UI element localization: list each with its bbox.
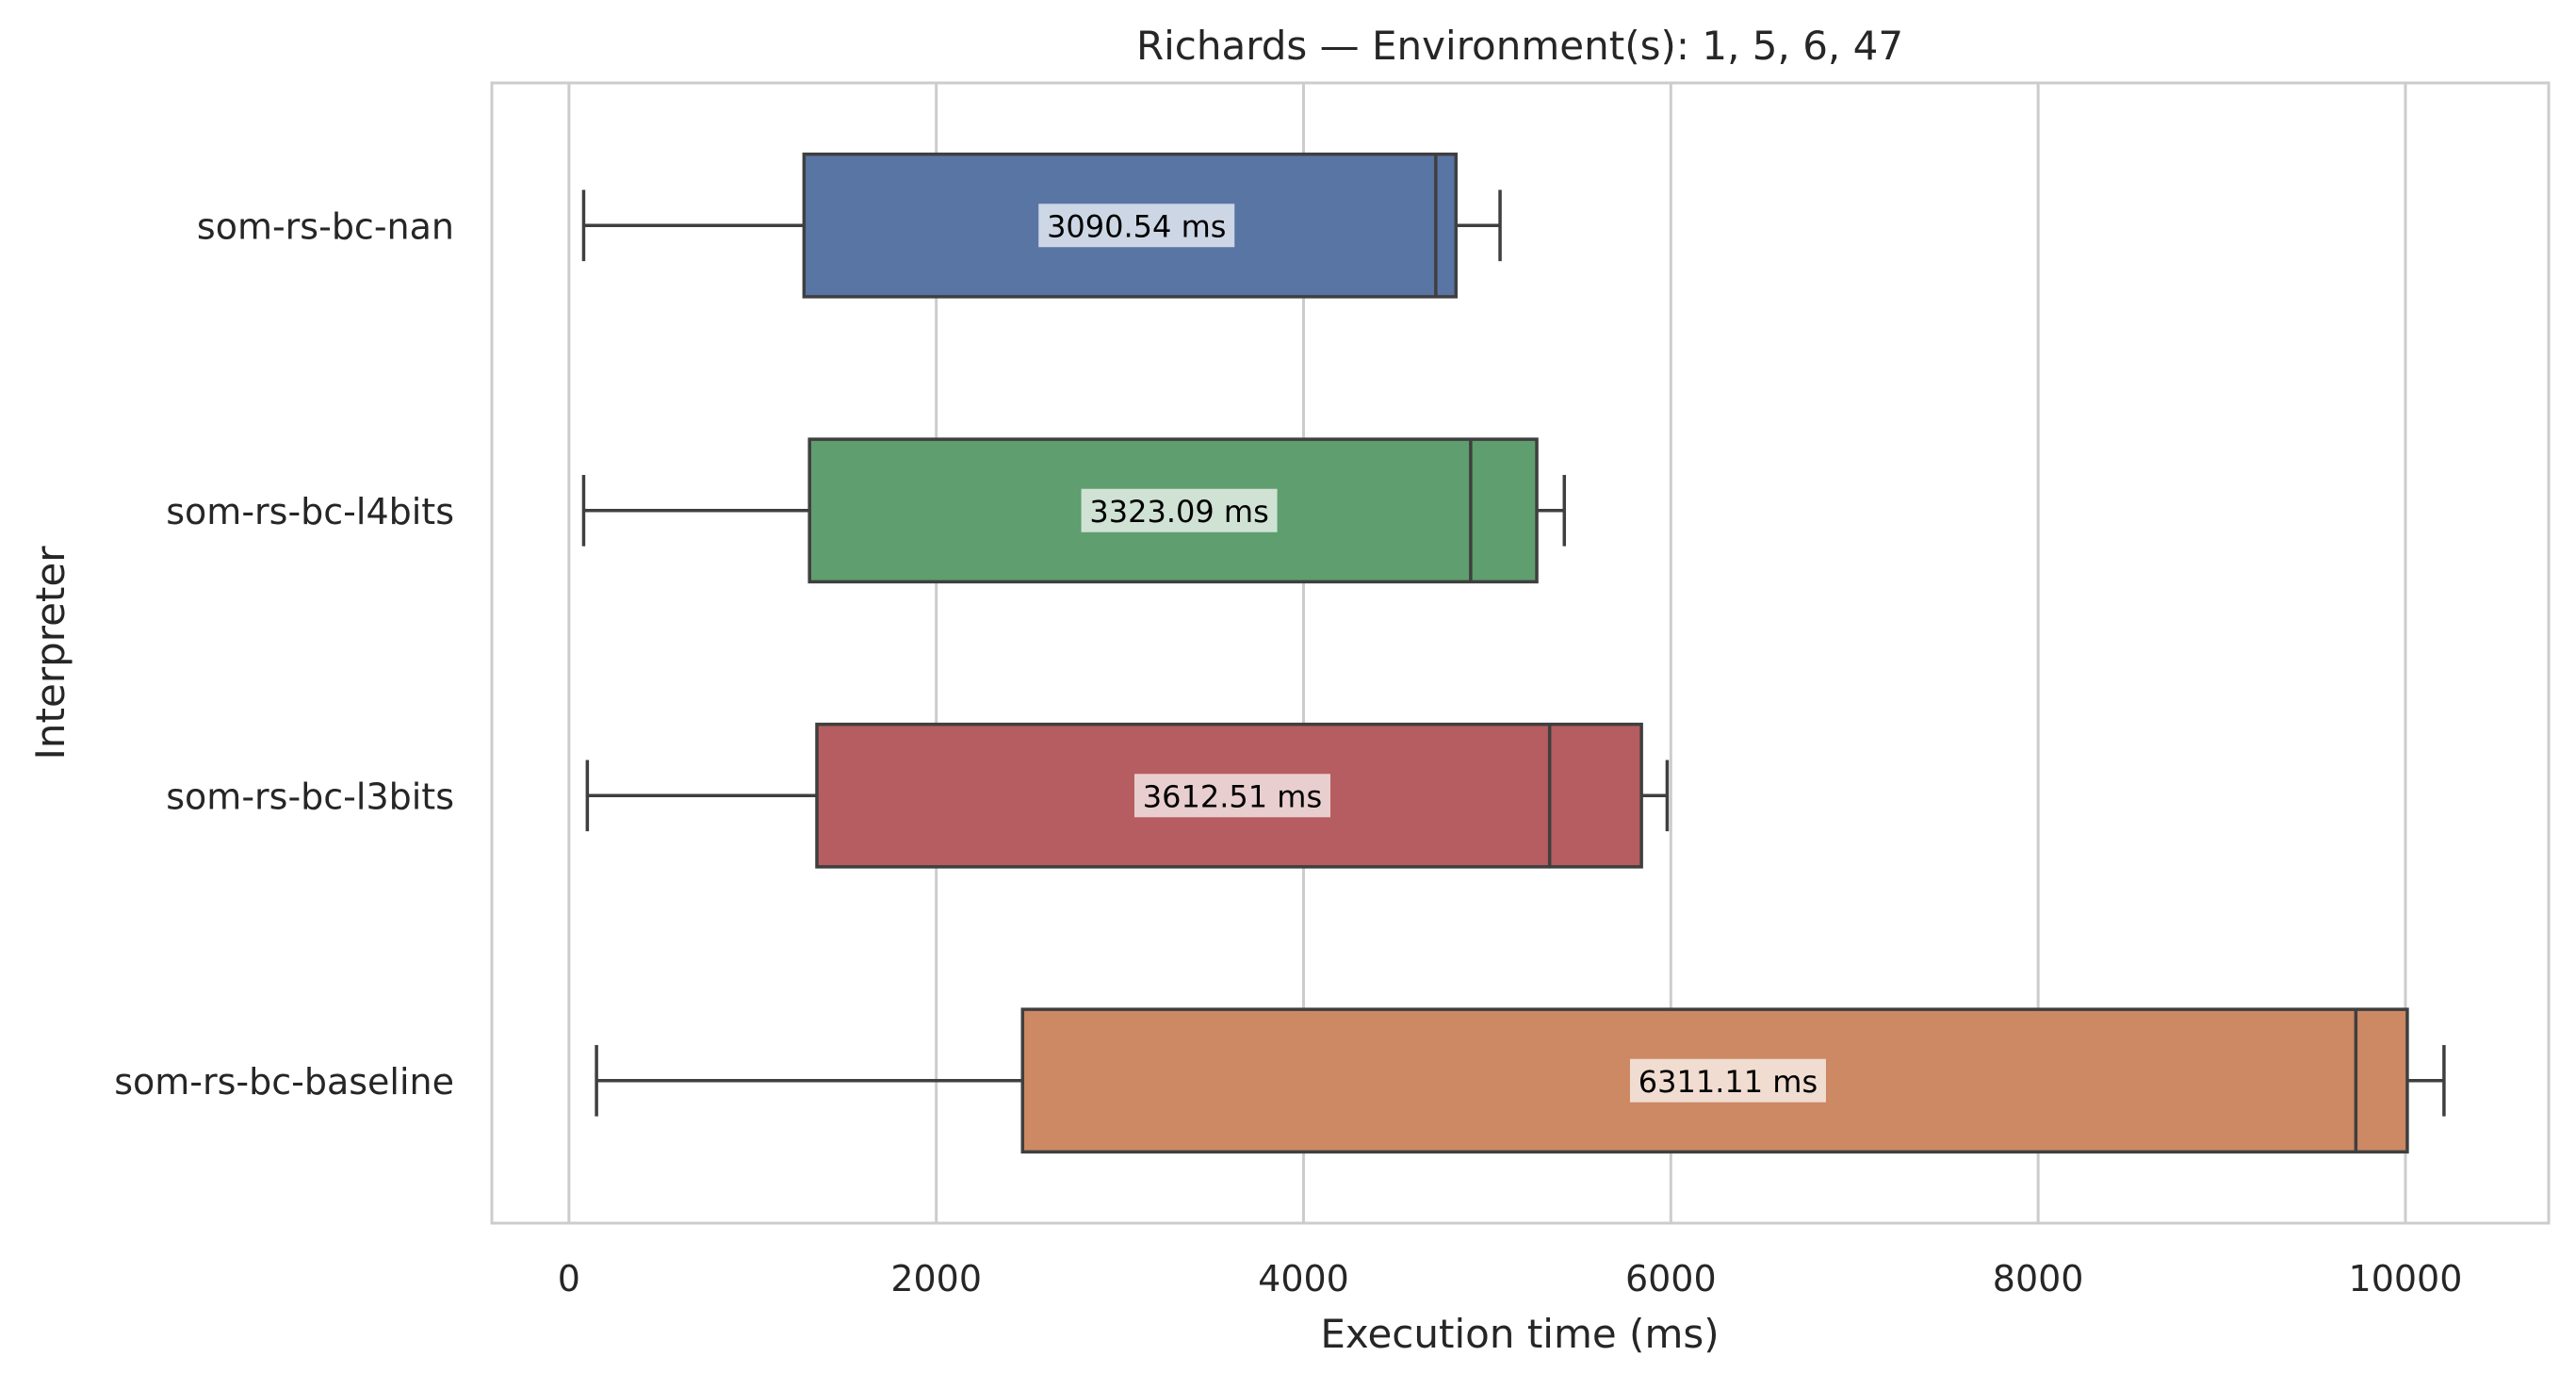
- mean-label-bg-som-rs-bc-l3bits: [1133, 774, 1330, 818]
- y-tick-label-som-rs-bc-nan: som-rs-bc-nan: [197, 205, 454, 247]
- y-axis-label: Interpreter: [27, 546, 73, 760]
- mean-label-som-rs-bc-baseline: 6311.11 ms: [1639, 1064, 1818, 1100]
- mean-label-som-rs-bc-nan: 3090.54 ms: [1047, 208, 1226, 244]
- x-tick-label-1: 2000: [890, 1258, 982, 1299]
- mean-label-bg-som-rs-bc-nan: [1038, 204, 1235, 248]
- box-som-rs-bc-l3bits: 3612.51 ms: [585, 722, 1670, 869]
- mean-label-som-rs-bc-l4bits: 3323.09 ms: [1089, 494, 1268, 530]
- chart-title: Richards — Environment(s): 1, 5, 6, 47: [1136, 23, 1903, 69]
- x-tick-labels: 0 2000 4000 6000 8000 10000: [558, 1258, 2463, 1299]
- mean-label-bg-som-rs-bc-l4bits: [1081, 488, 1278, 532]
- boxes-layer: 3090.54 ms 3323.09 ms 3612.51 ms 6311.11 ms: [581, 152, 2446, 1154]
- x-tick-label-0: 0: [558, 1258, 580, 1299]
- y-tick-label-som-rs-bc-l4bits: som-rs-bc-l4bits: [166, 491, 454, 532]
- x-tick-label-5: 10000: [2349, 1258, 2463, 1299]
- mean-label-som-rs-bc-l3bits: 3612.51 ms: [1143, 778, 1322, 814]
- x-tick-label-2: 4000: [1258, 1258, 1349, 1299]
- y-tick-label-som-rs-bc-baseline: som-rs-bc-baseline: [114, 1061, 454, 1103]
- box-som-rs-bc-baseline: 6311.11 ms: [595, 1007, 2446, 1154]
- box-som-rs-bc-nan: 3090.54 ms: [581, 152, 1502, 299]
- y-tick-labels: som-rs-bc-nan som-rs-bc-l4bits som-rs-bc-l…: [114, 205, 454, 1103]
- x-axis-label: Execution time (ms): [1320, 1311, 1719, 1357]
- y-tick-label-som-rs-bc-l3bits: som-rs-bc-l3bits: [166, 776, 454, 817]
- x-tick-label-4: 8000: [1993, 1258, 2084, 1299]
- box-som-rs-bc-l4bits: 3323.09 ms: [581, 437, 1567, 584]
- mean-label-bg-som-rs-bc-baseline: [1629, 1058, 1826, 1103]
- plot-frame: [490, 81, 2551, 1225]
- x-tick-label-3: 6000: [1625, 1258, 1717, 1299]
